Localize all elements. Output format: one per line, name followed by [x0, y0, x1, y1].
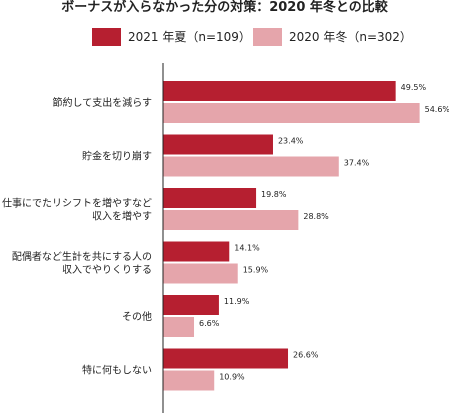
bar-2021-5	[163, 348, 289, 369]
value-label-2020-2: 28.8%	[303, 212, 329, 221]
category-label-2-line0: 仕事にでたリシフトを増やすなど	[2, 197, 152, 210]
legend-label-2020: 2020 年冬（n=302）	[289, 30, 412, 44]
value-label-2021-0: 49.5%	[401, 83, 427, 92]
value-label-2021-1: 23.4%	[278, 137, 304, 146]
bar-2020-0	[163, 103, 420, 123]
bar-2021-3	[163, 241, 230, 262]
bar-2021-2	[163, 188, 257, 208]
bar-2021-1	[163, 134, 273, 155]
category-label-0: 節約して支出を減らす	[53, 96, 153, 109]
value-label-2020-3: 15.9%	[243, 266, 269, 275]
value-label-2021-3: 14.1%	[234, 244, 260, 253]
legend-swatch-2021	[92, 28, 121, 46]
value-label-2020-0: 54.6%	[425, 105, 449, 114]
bar-2020-3	[163, 263, 238, 284]
category-label-3-line1: 収入でやりくりする	[62, 264, 152, 276]
category-label-1: 貯金を切り崩す	[82, 150, 152, 163]
value-label-2020-1: 37.4%	[344, 159, 370, 168]
bar-2021-4	[163, 295, 219, 315]
chart-title: ボーナスが入らなかった分の対策：2020 年冬との比較	[61, 0, 388, 15]
value-label-2021-2: 19.8%	[261, 190, 287, 199]
bar-2020-5	[163, 370, 215, 391]
legend-label-2021: 2021 年夏（n=109）	[128, 30, 251, 44]
bar-2020-1	[163, 156, 339, 177]
legend-swatch-2020	[253, 28, 282, 46]
bar-2020-2	[163, 210, 299, 230]
category-label-2-line1: 収入を増やす	[92, 210, 152, 223]
value-label-2021-4: 11.9%	[224, 297, 250, 306]
category-label-3-line0: 配偶者など生計を共にする人の	[12, 250, 152, 263]
value-label-2020-5: 10.9%	[219, 373, 245, 382]
category-label-5: 特に何もしない	[82, 364, 152, 377]
category-label-4: その他	[122, 310, 152, 323]
value-label-2020-4: 6.6%	[199, 319, 220, 328]
legend: 2021 年夏（n=109） 2020 年冬（n=302）	[0, 26, 449, 48]
bar-2021-0	[163, 81, 396, 101]
bar-2020-4	[163, 317, 195, 337]
value-label-2021-5: 26.6%	[293, 351, 319, 360]
